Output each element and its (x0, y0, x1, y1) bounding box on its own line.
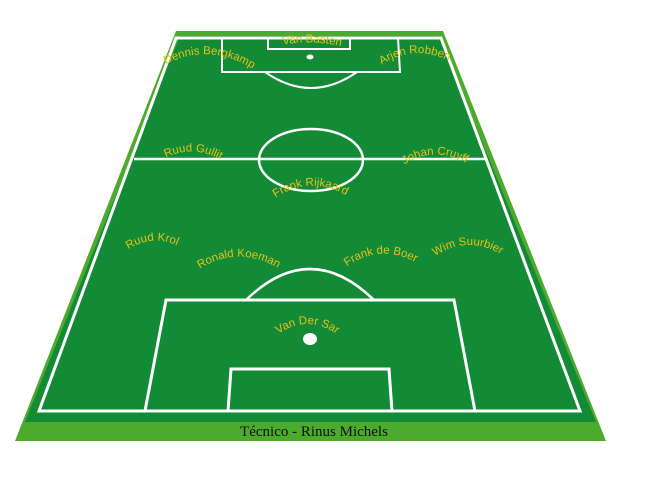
player-label: Van Basten (282, 33, 343, 49)
bottom-penalty-spot (303, 333, 317, 345)
top-penalty-spot (306, 54, 314, 60)
bottom-penalty-arc (245, 267, 375, 301)
center-circle (257, 127, 365, 193)
bottom-goal-area (226, 367, 394, 413)
coach-caption: Técnico - Rinus Michels (240, 424, 388, 440)
top-goal-area (267, 37, 351, 50)
top-penalty-arc (264, 71, 358, 89)
pitch-field (25, 36, 596, 422)
bottom-penalty-box (143, 298, 477, 413)
